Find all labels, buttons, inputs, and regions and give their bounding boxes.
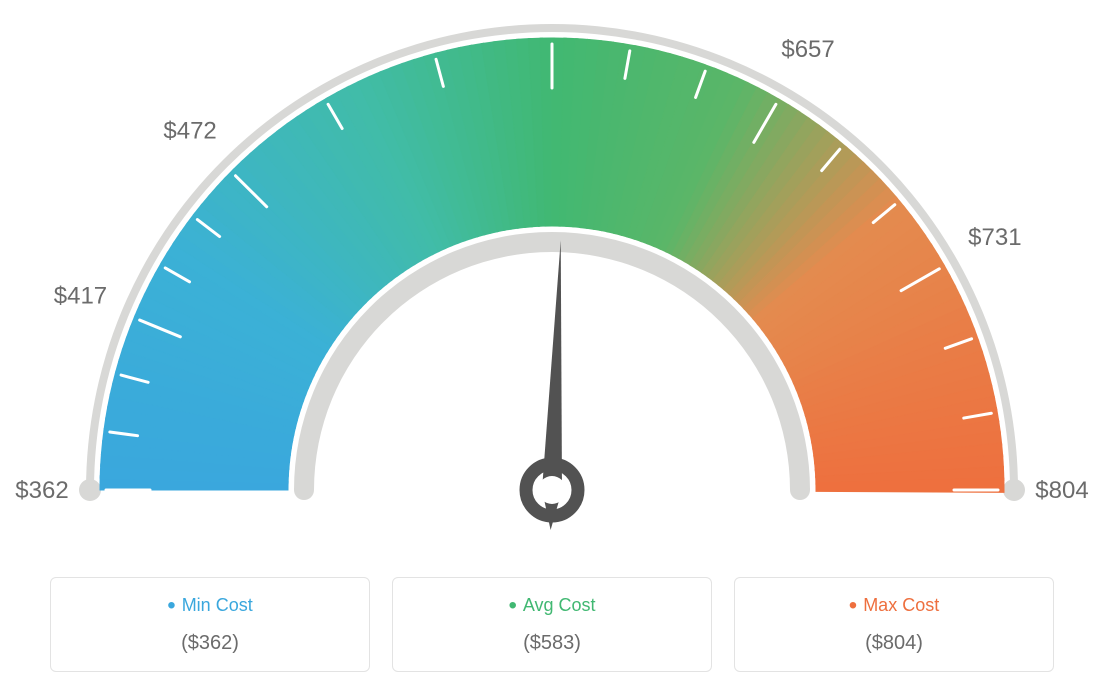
legend-dot-max: • [849,592,857,619]
legend-value-avg: ($583) [393,632,711,655]
gauge-tick-label: $362 [15,477,68,504]
legend-card-min: • Min Cost ($362) [50,577,370,672]
gauge-tick-label: $472 [163,118,216,145]
gauge-tick-label: $804 [1035,477,1088,504]
gauge-tick-label: $731 [968,224,1021,251]
legend-dot-avg: • [508,592,516,619]
gauge-needle-pivot-hole [538,476,566,504]
inner-frame-cap-left [294,480,314,500]
legend-title-avg: • Avg Cost [393,592,711,620]
cost-gauge-chart: { "gauge": { "type": "gauge", "cx": 552,… [0,0,1104,690]
legend-dot-min: • [167,592,175,619]
outer-frame-cap-left [79,479,101,501]
legend-label-min: Min Cost [182,595,253,615]
legend-label-max: Max Cost [863,595,939,615]
legend-card-max: • Max Cost ($804) [734,577,1054,672]
gauge-tick-label: $657 [781,36,834,63]
outer-frame-cap-right [1003,479,1025,501]
legend-title-min: • Min Cost [51,592,369,620]
legend-card-avg: • Avg Cost ($583) [392,577,712,672]
gauge-tick-label: $417 [54,283,107,310]
legend-label-avg: Avg Cost [523,595,596,615]
gauge-area: $362$417$472$583$657$731$804 [0,0,1104,570]
legend-value-max: ($804) [735,632,1053,655]
gauge-svg: $362$417$472$583$657$731$804 [0,0,1104,570]
legend-title-max: • Max Cost [735,592,1053,620]
legend-row: • Min Cost ($362) • Avg Cost ($583) • Max C… [0,577,1104,672]
legend-value-min: ($362) [51,632,369,655]
inner-frame-cap-right [790,480,810,500]
